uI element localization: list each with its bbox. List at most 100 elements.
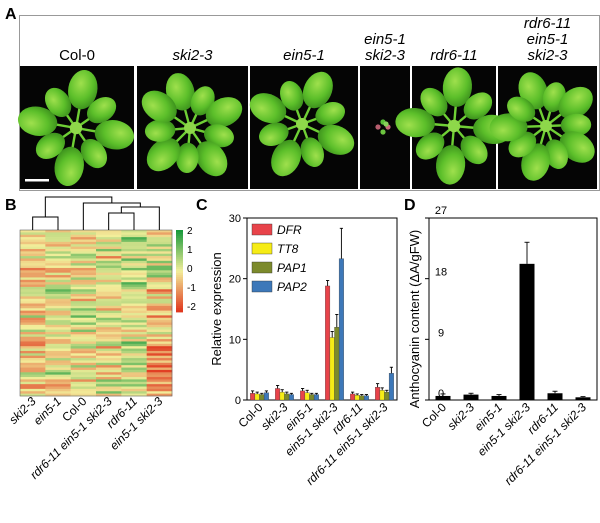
heatmap-cell: [45, 239, 71, 243]
chart-c-ytick-label: 0: [235, 395, 241, 407]
genotype-label-4: rdr6-11: [430, 47, 478, 64]
heatmap-cell: [70, 379, 97, 383]
chart-c-bar: [350, 393, 356, 401]
heatmap-cell: [96, 331, 122, 335]
heatmap-cell: [45, 246, 71, 250]
heatmap-cell: [70, 346, 97, 349]
heatmap-cell: [96, 317, 122, 321]
heatmap-cell: [45, 391, 71, 394]
chart-c-bar: [384, 391, 390, 401]
heatmap-cell: [45, 289, 71, 292]
heatmap-cell: [121, 339, 147, 342]
heatmap-cell: [70, 322, 97, 326]
heatmap-cell: [96, 232, 122, 236]
heatmap-cell: [70, 284, 97, 288]
rosette-col0-leaf-0: [68, 69, 98, 129]
heatmap-cell: [45, 232, 71, 236]
heatmap-cell: [146, 329, 173, 333]
heatmap-cell: [20, 372, 46, 375]
heatmap-cell: [121, 246, 147, 250]
rosette-triple-leaf-4: [545, 125, 595, 163]
legend-swatch: [176, 268, 183, 272]
heatmap-cell: [96, 241, 122, 245]
heatmap-cell: [45, 388, 71, 392]
heatmap-cell: [146, 393, 173, 397]
heatmap-cell: [121, 341, 147, 345]
heatmap-cell: [45, 244, 71, 247]
heatmap-cell: [70, 350, 97, 354]
heatmap-cell: [146, 279, 173, 283]
legend-swatch: [176, 275, 183, 278]
heatmap-cell: [96, 374, 122, 378]
rosette-rdr6-blade-6: [395, 107, 435, 138]
heatmap-cell: [121, 367, 147, 371]
heatmap-cell: [20, 381, 46, 385]
heatmap-cell: [146, 384, 173, 387]
heatmap-cell: [70, 393, 97, 397]
heatmap-cell: [121, 327, 147, 330]
legend-swatch: [176, 273, 183, 276]
heatmap-cell: [20, 248, 46, 252]
legend-swatch: [176, 258, 183, 262]
chart-d-ytick-label: 27: [435, 205, 447, 217]
heatmap-cell: [121, 350, 147, 354]
legend-swatch: [176, 295, 183, 299]
tiny-leaf-4: [383, 121, 389, 127]
heatmap-cell: [121, 320, 147, 323]
heatmap-cell: [45, 298, 71, 302]
heatmap-cell: [96, 277, 122, 281]
heatmap-cell: [146, 331, 173, 335]
heatmap-cell: [146, 348, 173, 352]
heatmap-cell: [146, 358, 173, 361]
heatmap-cell: [146, 289, 173, 292]
rosette-col0-leaf-4: [54, 127, 84, 187]
heatmap-cell: [70, 343, 97, 347]
heatmap-cell: [45, 393, 71, 397]
heatmap-cell: [20, 322, 46, 326]
heatmap-cell: [146, 305, 173, 309]
heatmap-cell: [20, 358, 46, 361]
rosette-col0-blade-2: [94, 120, 135, 150]
rosette-rdr6-blade-5: [415, 132, 445, 160]
rosette-triple-blade-3: [560, 113, 592, 137]
heatmap-cell: [121, 289, 147, 292]
heatmap-cell: [146, 241, 173, 245]
legend-swatch: [176, 240, 183, 243]
heatmap-cell: [146, 253, 173, 257]
legend-swatch: [176, 232, 183, 235]
rosette-ski2-leaf-2: [189, 97, 243, 130]
heatmap-cell: [20, 336, 46, 340]
chart-c-bar: [329, 337, 335, 401]
chart-c-ylabel: Relative expression: [209, 252, 224, 365]
chart-c-legend-label-1: TT8: [277, 242, 299, 256]
rosette-triple-blade-5: [544, 139, 568, 169]
heatmap-cell: [45, 305, 71, 309]
legend-swatch: [176, 283, 183, 286]
heatmap-cell: [146, 360, 173, 364]
heatmap-cell: [121, 310, 147, 314]
heatmap-cell: [121, 294, 147, 297]
heatmap-cell: [70, 275, 97, 278]
heatmap-cell: [96, 391, 122, 394]
scale-bar: [25, 179, 49, 182]
heatmap-cell: [96, 294, 122, 297]
heatmap-cell: [121, 322, 147, 326]
chart-c-legend-label-3: PAP2: [277, 280, 307, 294]
rosette-triple-blade-4: [559, 131, 595, 163]
heatmap-cell: [96, 270, 122, 273]
heatmap-cell: [146, 234, 173, 238]
heatmap-cell: [45, 294, 71, 297]
heatmap-cell: [96, 239, 122, 243]
heatmap-cell: [45, 369, 71, 373]
tiny-leaf-2: [380, 129, 386, 135]
legend-swatch: [176, 271, 183, 274]
heatmap-cell: [70, 334, 97, 338]
heatmap-cell: [121, 315, 147, 319]
legend-swatch: [176, 254, 183, 258]
legend-tick-label: 1: [187, 245, 193, 256]
chart-c-bar: [279, 391, 285, 401]
chart-d-bar: [547, 393, 563, 400]
heatmap-cell: [45, 303, 71, 307]
rosette-rdr6-center: [447, 119, 461, 133]
